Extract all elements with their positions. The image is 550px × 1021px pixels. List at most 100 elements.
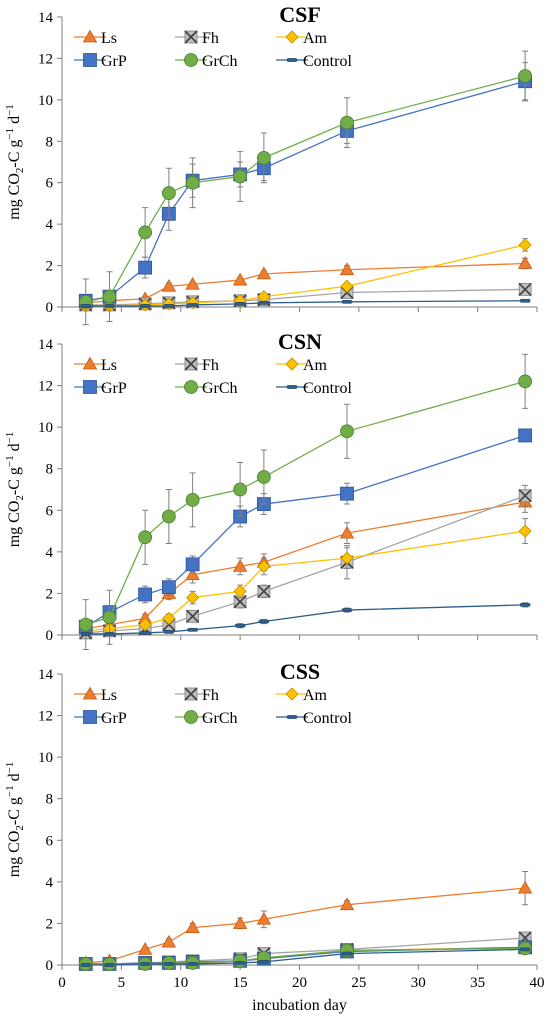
- data-point: [163, 962, 175, 966]
- legend-label: Am: [303, 357, 328, 374]
- x-tick-label: 40: [530, 975, 545, 991]
- legend-item: Fh: [175, 30, 219, 47]
- y-tick-label: 10: [38, 750, 53, 766]
- data-point: [78, 617, 93, 632]
- legend-item: Ls: [74, 356, 117, 374]
- legend-item: Fh: [175, 357, 219, 374]
- y-tick-label: 6: [46, 503, 54, 519]
- data-point: [139, 962, 151, 966]
- panel-css: 0 2 4 6 8 10 12 14 0 5 10 15 20 25 30 35 40 incubation da…: [4, 659, 545, 1014]
- y-tick-label: 4: [46, 875, 54, 891]
- data-point: [518, 524, 532, 538]
- series-am: [79, 518, 532, 638]
- data-point: [185, 567, 200, 581]
- data-point: [339, 525, 355, 539]
- data-point: [104, 632, 115, 636]
- data-point: [258, 619, 270, 624]
- data-point: [162, 611, 176, 625]
- data-point: [104, 963, 115, 967]
- data-point: [161, 580, 176, 595]
- y-tick-label: 10: [38, 93, 53, 109]
- panel-csn: 0 2 4 6 8 10 12 14 mg CO2-C g−1 d−1 CSN Ls Fh Am GrP G…: [4, 329, 538, 651]
- x-tick-label: 30: [411, 975, 426, 991]
- legend-label: Control: [303, 53, 352, 70]
- series-grch: [78, 50, 533, 326]
- data-point: [233, 584, 247, 598]
- data-point: [518, 69, 533, 83]
- series-grch: [78, 353, 533, 651]
- legend-marker: [285, 357, 299, 371]
- data-point: [340, 486, 354, 501]
- data-point: [232, 559, 248, 572]
- data-point: [257, 584, 271, 598]
- data-point: [80, 632, 91, 636]
- x-tick-label: 5: [118, 975, 126, 991]
- legend-marker: [184, 357, 198, 371]
- legend-label: Ls: [101, 687, 117, 704]
- y-tick-label: 0: [46, 300, 54, 316]
- series-line: [85, 604, 526, 635]
- data-point: [161, 934, 177, 948]
- data-point: [257, 559, 271, 573]
- data-point: [138, 530, 153, 545]
- x-tick-label: 25: [351, 975, 366, 991]
- legend: Ls Fh Am GrP GrCh Control: [74, 686, 352, 727]
- data-point: [518, 238, 532, 252]
- data-point: [186, 609, 200, 623]
- data-point: [339, 897, 355, 911]
- legend-item: GrP: [74, 53, 127, 70]
- y-axis-label: mg CO2-C g−1 d−1: [4, 104, 26, 220]
- series-control: [80, 947, 531, 967]
- data-point: [139, 304, 151, 308]
- legend-marker: [184, 687, 198, 701]
- x-axis-label: incubation day: [252, 997, 347, 1014]
- data-point: [233, 953, 248, 968]
- y-tick-label: 8: [46, 134, 54, 150]
- panel-title: CSF: [279, 2, 321, 27]
- data-point: [519, 298, 531, 303]
- series-control: [80, 298, 531, 308]
- y-tick-label: 8: [46, 462, 54, 478]
- legend-label: Fh: [202, 357, 219, 374]
- y-tick-label: 12: [38, 709, 53, 725]
- legend: Ls Fh Am GrP GrCh Control: [74, 29, 352, 70]
- x-tick-label: 20: [292, 975, 307, 991]
- legend: Ls Fh Am GrP GrCh Control: [74, 356, 352, 397]
- legend-label: Control: [303, 380, 352, 397]
- data-point: [137, 942, 153, 955]
- legend-item: Ls: [74, 686, 117, 704]
- legend-item: GrCh: [175, 53, 238, 70]
- data-point: [341, 608, 353, 612]
- data-point: [161, 186, 176, 200]
- legend-item: GrP: [74, 710, 127, 727]
- y-tick-label: 8: [46, 792, 54, 808]
- y-tick-label: 14: [38, 667, 54, 683]
- legend-marker: [82, 686, 98, 700]
- x-tick-label: 35: [470, 975, 485, 991]
- data-point: [161, 278, 177, 292]
- x-tick-label: 15: [233, 975, 248, 991]
- data-point: [232, 272, 248, 286]
- y-tick-label: 12: [38, 51, 53, 67]
- data-point: [185, 557, 200, 572]
- data-point: [104, 304, 115, 308]
- data-point: [518, 282, 532, 296]
- y-tick-label: 6: [46, 176, 54, 192]
- y-axis-label: mg CO2-C g−1 d−1: [4, 432, 26, 548]
- legend-marker: [83, 710, 97, 724]
- data-point: [258, 301, 270, 305]
- legend-item: Control: [276, 380, 352, 397]
- panel-csf: 0 2 4 6 8 10 12 14 mg CO2-C g−1 d−1 CSF Ls Fh Am GrP G…: [4, 2, 538, 326]
- data-point: [519, 603, 531, 607]
- legend-item: GrCh: [175, 380, 238, 397]
- y-tick-label: 10: [38, 420, 53, 436]
- series-control: [80, 602, 531, 636]
- y-tick-label: 2: [46, 916, 54, 932]
- panel-title: CSN: [278, 329, 322, 354]
- legend-label: Am: [303, 687, 328, 704]
- legend-label: Ls: [101, 30, 117, 47]
- data-point: [138, 260, 153, 275]
- data-point: [340, 115, 354, 130]
- data-point: [186, 591, 200, 605]
- data-point: [102, 610, 117, 625]
